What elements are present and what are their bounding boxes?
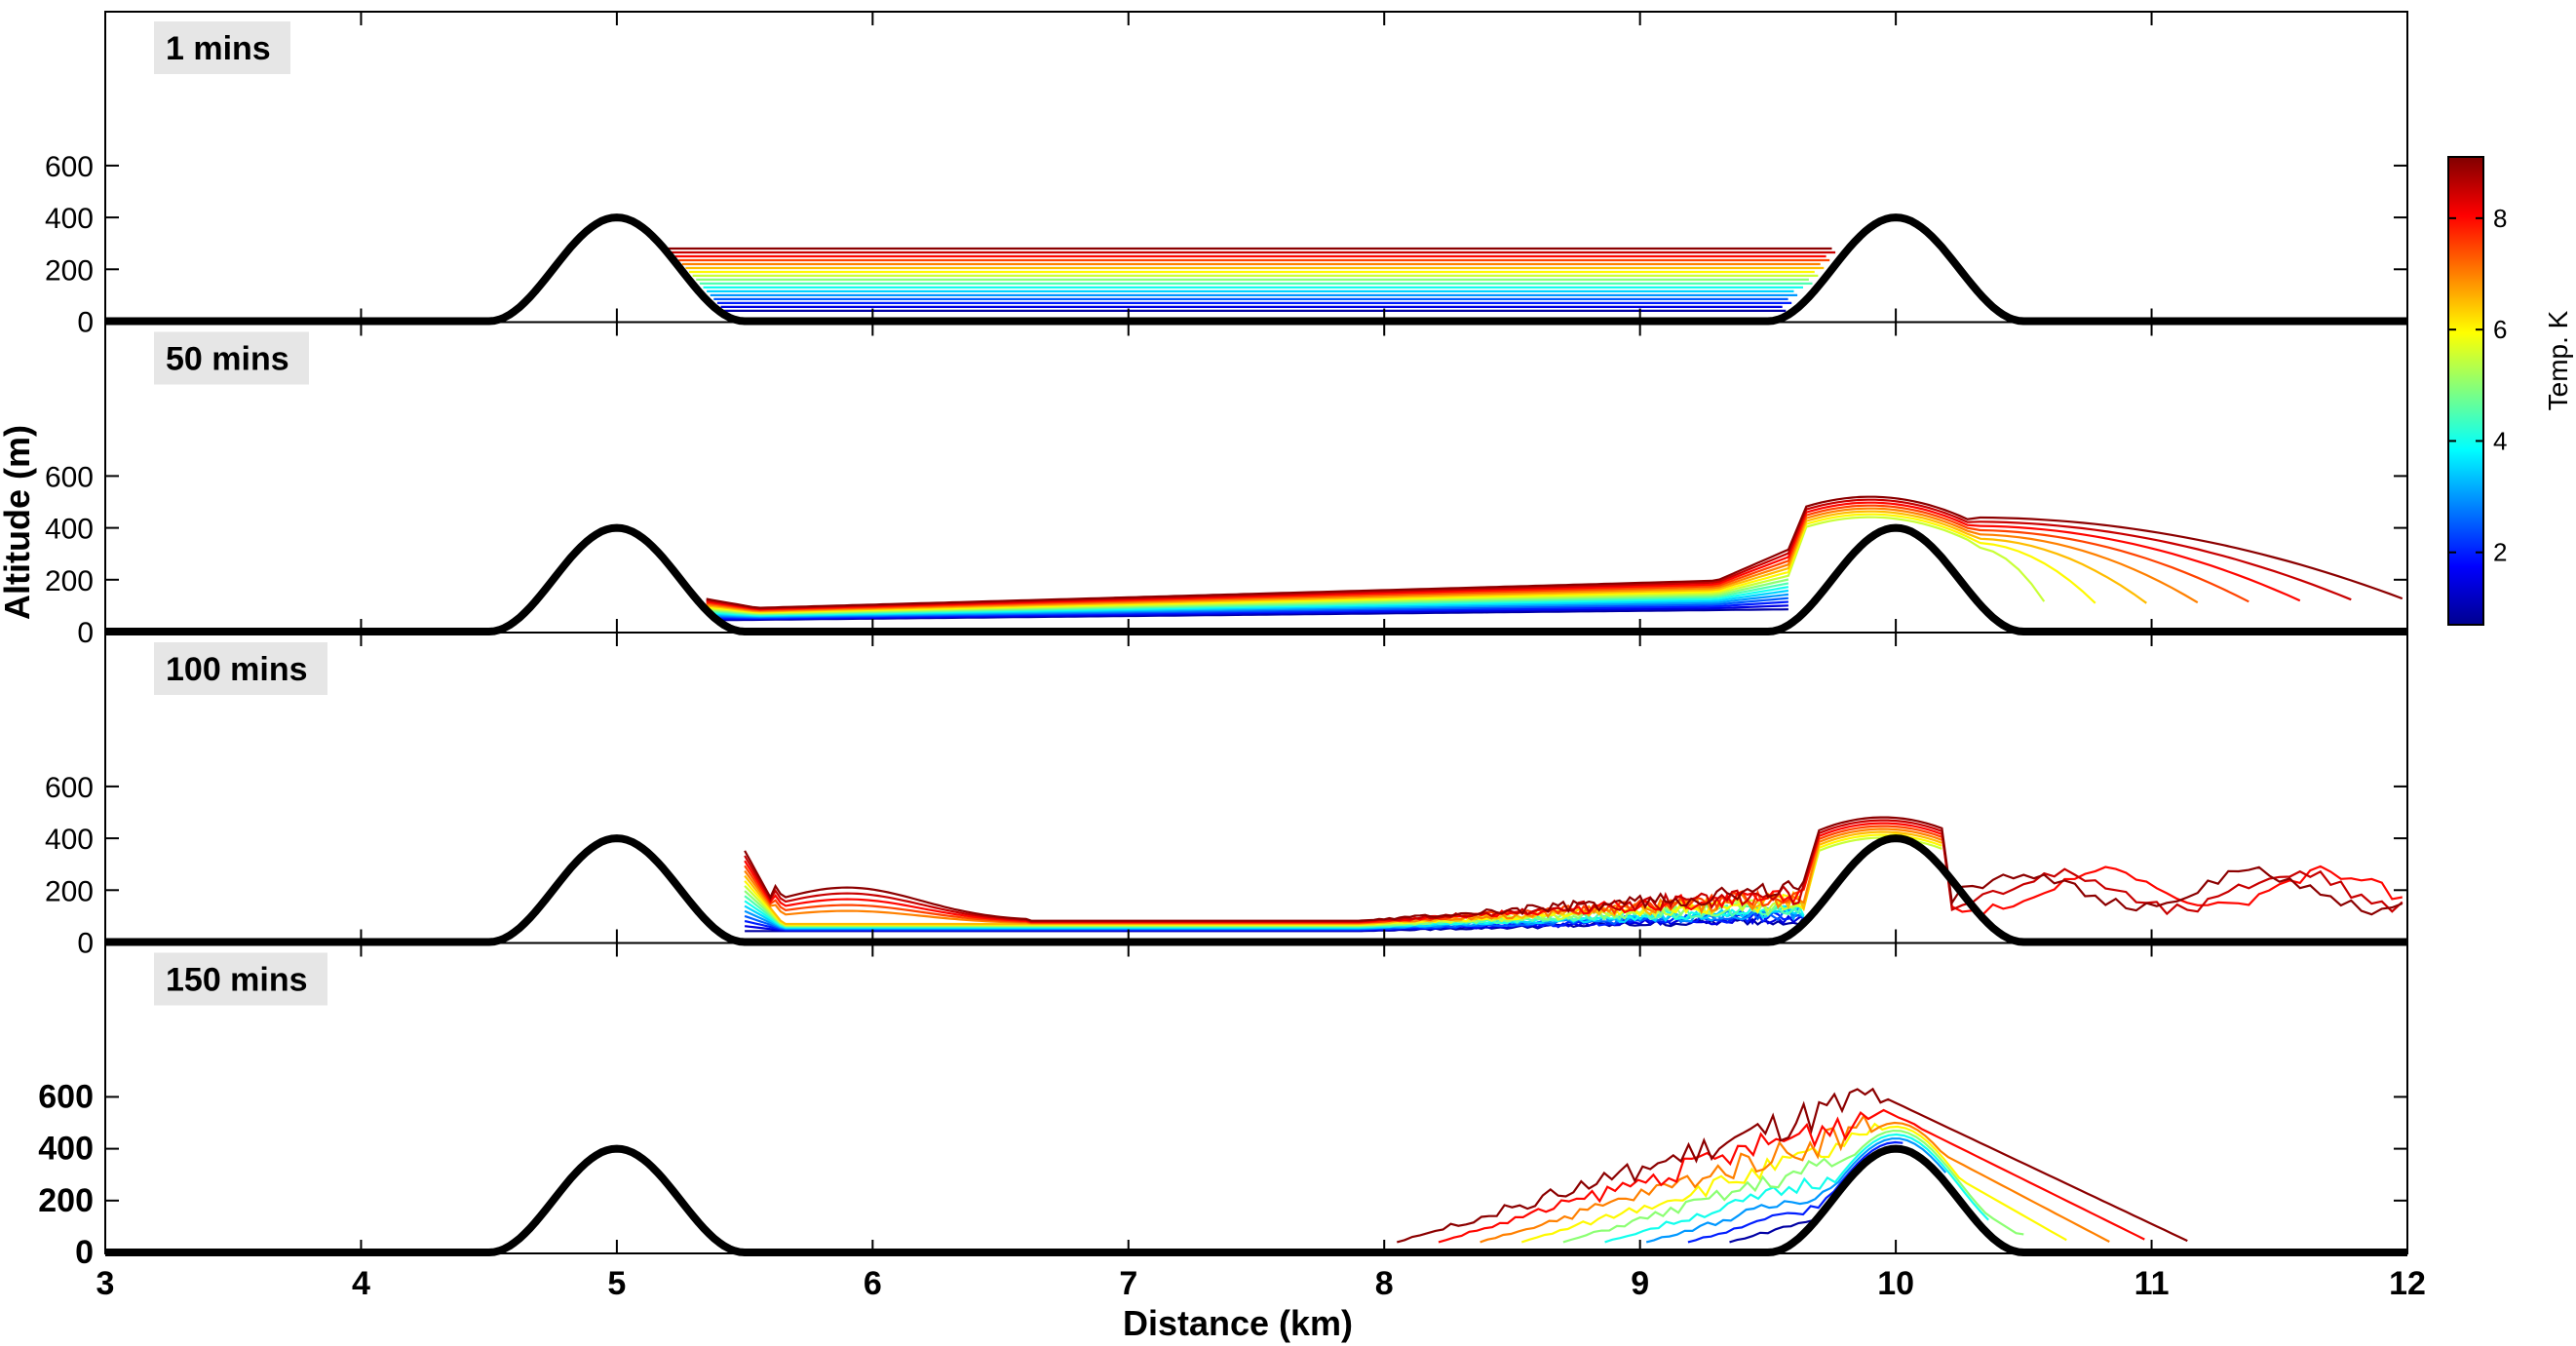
- terrain-line: [105, 213, 2407, 326]
- y-tick-label: 0: [75, 1234, 94, 1271]
- x-tick-label: 11: [2134, 1265, 2170, 1302]
- contour-line: [1480, 1113, 2110, 1244]
- contour-line: [1438, 1108, 2145, 1244]
- colorbar-tick-label: 4: [2493, 426, 2507, 455]
- y-tick-label: 200: [45, 254, 94, 287]
- panel-frame: [104, 321, 2408, 634]
- y-tick-label: 400: [45, 203, 94, 235]
- contour-line: [1604, 1133, 1989, 1244]
- axes-layer: 0 200 400 600 1 mins 0 200 400 600 50 mins 0 200 400…: [38, 11, 2426, 1302]
- x-tick-label: 4: [352, 1265, 370, 1302]
- y-tick-label: 600: [45, 461, 94, 493]
- panel-4: [105, 1087, 2407, 1256]
- y-tick-label: 400: [38, 1131, 94, 1168]
- y-axis-title: Altitude (m): [0, 425, 37, 620]
- y-tick-label: 600: [45, 772, 94, 804]
- panel-2: [105, 495, 2407, 635]
- x-tick-label: 5: [607, 1265, 626, 1302]
- y-tick-label: 0: [77, 617, 94, 649]
- x-tick-label: 3: [96, 1265, 115, 1302]
- panel-1: [105, 213, 2407, 326]
- contour-lines: [1397, 1087, 2188, 1244]
- contour-line: [1687, 1140, 1903, 1244]
- x-tick-label: 7: [1119, 1265, 1137, 1302]
- panel-3: [105, 816, 2407, 946]
- panel-label: 1 mins: [166, 30, 271, 67]
- panel-label-box: [154, 331, 309, 385]
- colorbar: 2 4 6 8 Temp. K: [2447, 156, 2573, 626]
- y-tick-label: 200: [45, 875, 94, 907]
- y-tick-label: 0: [77, 307, 94, 339]
- y-tick-label: 600: [38, 1078, 94, 1115]
- panel-label-box: [154, 952, 327, 1006]
- colorbar-ticks: 2 4 6 8: [2448, 204, 2507, 567]
- contour-line: [744, 822, 2403, 924]
- colorbar-tick-label: 6: [2493, 315, 2507, 344]
- panel-label-box: [154, 642, 327, 695]
- panels-layer: [105, 213, 2407, 1256]
- y-tick-label: 200: [38, 1182, 94, 1219]
- panel-label: 100 mins: [166, 651, 308, 688]
- panel-frame: [104, 632, 2408, 944]
- y-tick-label: 0: [77, 928, 94, 960]
- colorbar-gradient: [2447, 156, 2484, 626]
- y-tick-label: 200: [45, 565, 94, 597]
- terrain-line: [105, 523, 2407, 635]
- colorbar-tick-label: 8: [2493, 204, 2507, 233]
- colorbar-title: Temp. K: [2543, 310, 2573, 410]
- x-tick-label: 9: [1631, 1265, 1649, 1302]
- contour-line: [1562, 1129, 2024, 1244]
- y-tick-label: 400: [45, 824, 94, 856]
- x-tick-label: 8: [1375, 1265, 1394, 1302]
- x-tick-label: 10: [1877, 1265, 1914, 1302]
- contour-line: [706, 495, 2403, 609]
- y-tick-label: 600: [45, 151, 94, 183]
- contour-lines: [705, 495, 2403, 622]
- contour-line: [744, 816, 2403, 922]
- y-tick-label: 400: [45, 514, 94, 546]
- panel-frame: [104, 942, 2408, 1254]
- panel-label: 50 mins: [166, 341, 289, 378]
- panel-label-box: [154, 21, 290, 74]
- x-axis-title: Distance (km): [1123, 1303, 1353, 1343]
- contour-lines: [744, 816, 2403, 933]
- contour-line: [1397, 1087, 2188, 1244]
- contour-line: [1520, 1122, 2067, 1244]
- colorbar-tick-label: 2: [2493, 538, 2507, 567]
- x-tick-label: 12: [2389, 1265, 2426, 1302]
- panel-label: 150 mins: [166, 962, 308, 999]
- x-tick-label: 6: [864, 1265, 882, 1302]
- contour-lines: [668, 247, 1836, 312]
- contour-line: [1645, 1137, 1947, 1244]
